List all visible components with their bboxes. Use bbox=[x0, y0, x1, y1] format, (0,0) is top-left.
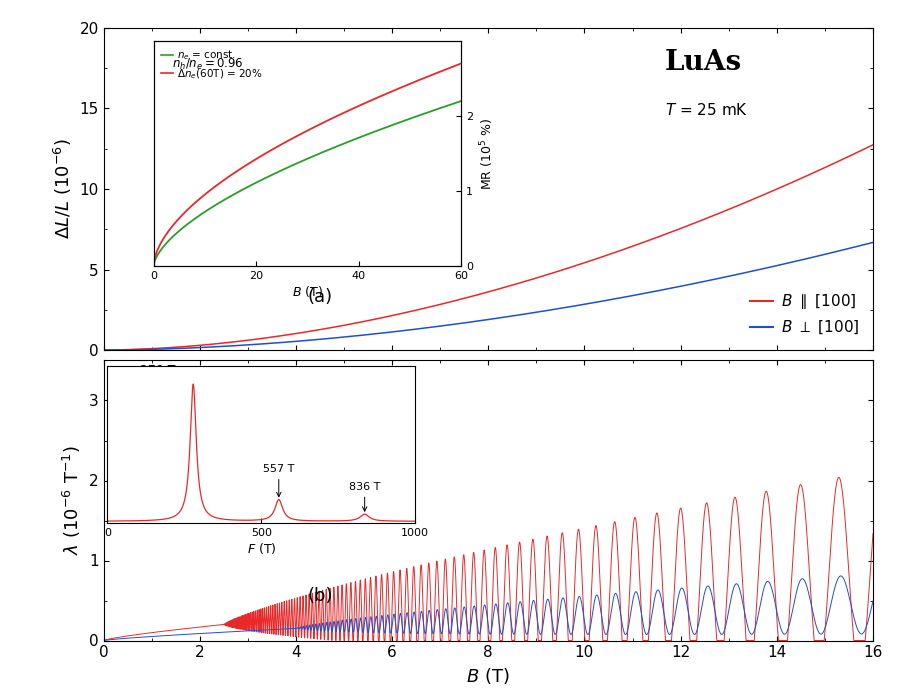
Text: (a): (a) bbox=[308, 288, 332, 306]
X-axis label: $B$ (T): $B$ (T) bbox=[466, 666, 510, 686]
Text: (b): (b) bbox=[308, 587, 333, 606]
Text: LuAs: LuAs bbox=[665, 49, 742, 76]
Y-axis label: MR $(10^5$ %): MR $(10^5$ %) bbox=[479, 118, 497, 190]
Text: 836 T: 836 T bbox=[251, 439, 292, 468]
Legend: $B$ $\parallel$ [100], $B$ $\perp$ [100]: $B$ $\parallel$ [100], $B$ $\perp$ [100] bbox=[744, 286, 866, 342]
Text: $T$ = 25 mK: $T$ = 25 mK bbox=[665, 102, 749, 118]
Text: 279 T: 279 T bbox=[140, 363, 176, 377]
Y-axis label: $\Delta L/L$ $(10^{-6})$: $\Delta L/L$ $(10^{-6})$ bbox=[51, 139, 74, 239]
Y-axis label: $\lambda$ $(10^{-6}$ T$^{-1})$: $\lambda$ $(10^{-6}$ T$^{-1})$ bbox=[61, 446, 84, 555]
Text: 557 T: 557 T bbox=[182, 402, 218, 428]
